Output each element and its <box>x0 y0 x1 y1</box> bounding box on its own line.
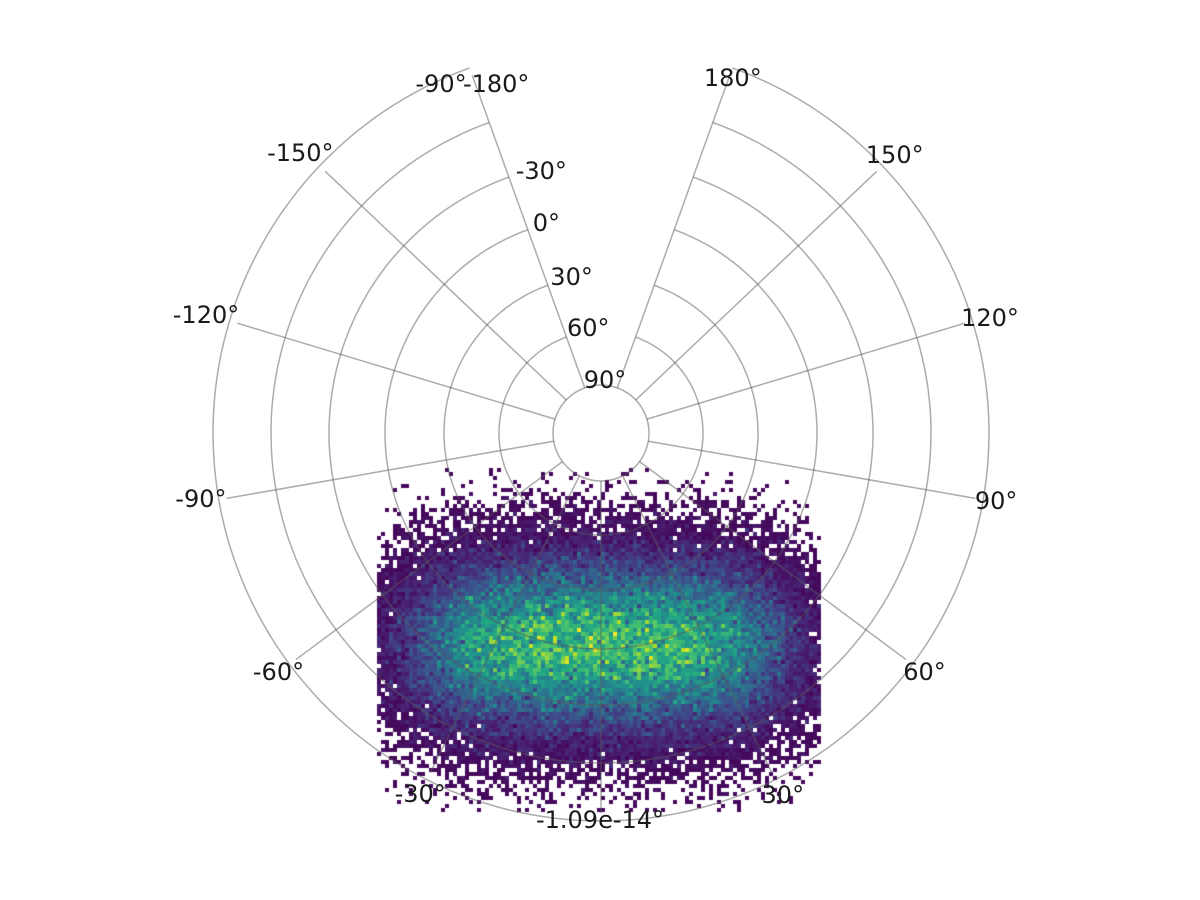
theta-gridline-spoke <box>621 475 773 773</box>
theta-gridline-spoke <box>295 461 563 661</box>
theta-gridline-spoke <box>226 440 554 500</box>
theta-gridline-spoke <box>616 75 731 389</box>
inner-spine-circle <box>552 384 650 482</box>
theta-gridline-spoke <box>639 461 907 661</box>
theta-gridline-spoke <box>237 322 556 420</box>
theta-gridline-spoke <box>324 170 567 401</box>
theta-gridline-spoke <box>429 475 581 773</box>
theta-gridline-spoke <box>646 322 965 420</box>
outer-boundary-ring <box>212 67 990 822</box>
theta-gridline-spoke <box>648 440 976 500</box>
theta-gridline-spoke <box>635 170 878 401</box>
theta-gridline-spoke <box>471 75 586 389</box>
